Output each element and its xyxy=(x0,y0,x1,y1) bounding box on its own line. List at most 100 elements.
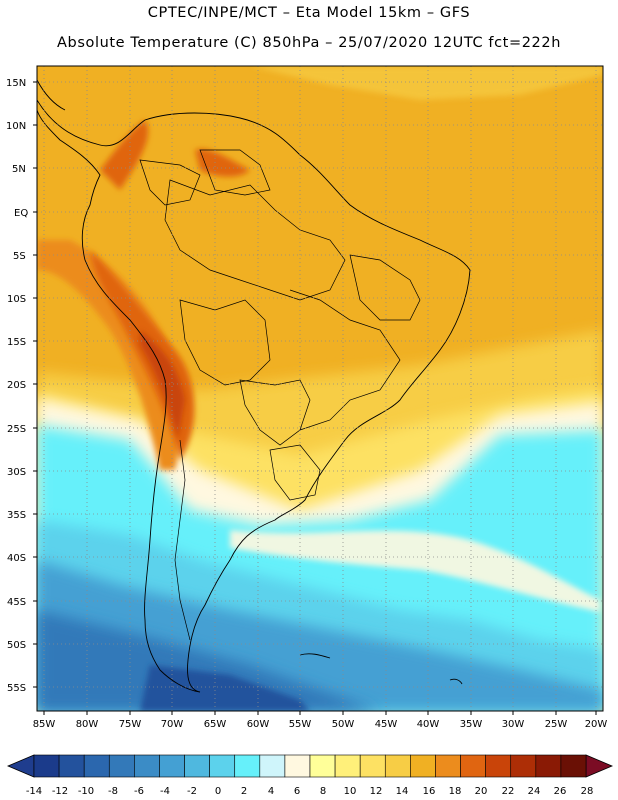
colorbar-box xyxy=(410,754,436,778)
colorbar-box xyxy=(33,754,60,778)
colorbar-box xyxy=(234,754,261,778)
colorbar-box xyxy=(384,754,411,778)
colorbar-box xyxy=(460,754,486,778)
border-amazon xyxy=(164,179,346,301)
colorbar-label: -10 xyxy=(78,786,94,797)
plot-frame xyxy=(36,65,604,712)
colorbar-label: 8 xyxy=(320,786,326,797)
lon-label: 55W xyxy=(289,719,312,730)
field-north-band xyxy=(37,66,603,100)
lon-label: 80W xyxy=(76,719,99,730)
field-andes-dark xyxy=(140,330,185,440)
lon-label: 45W xyxy=(375,719,398,730)
colorbar-label: 0 xyxy=(215,786,221,797)
colorbar-label: -2 xyxy=(187,786,197,797)
colorbar-label: -4 xyxy=(160,786,170,797)
central-america-coast xyxy=(37,79,66,111)
lat-label: 10N xyxy=(6,121,26,132)
lon-label: 65W xyxy=(204,719,227,730)
colorbar: -14 -12 -10 -8 -6 -4 -2 0 2 4 6 8 10 12 … xyxy=(6,754,614,797)
colorbar-label: 6 xyxy=(294,786,300,797)
colorbar-label: 22 xyxy=(502,786,515,797)
lat-label: 15S xyxy=(7,337,26,348)
colorbar-label: -6 xyxy=(134,786,144,797)
lat-label: 10S xyxy=(7,294,26,305)
lat-label: 45S xyxy=(7,597,26,608)
lat-label: 20S xyxy=(7,380,26,391)
lat-label: 30S xyxy=(7,467,26,478)
lon-label: 30W xyxy=(502,719,525,730)
colorbar-min-arrow xyxy=(6,754,35,778)
lat-label: 40S xyxy=(7,553,26,564)
colorbar-label: 18 xyxy=(449,786,462,797)
colorbar-box xyxy=(58,754,85,778)
lon-label: 85W xyxy=(33,719,56,730)
lat-label: 55S xyxy=(7,683,26,694)
longitude-labels: 85W 80W 75W 70W 65W 60W 55W 50W 45W 40W … xyxy=(33,719,608,730)
border-brazil-states xyxy=(289,289,401,431)
field-cream-streak xyxy=(230,530,600,612)
field-andes-orange xyxy=(37,240,183,470)
border-colombia xyxy=(139,159,201,206)
colorbar-box xyxy=(159,754,185,778)
lon-label: 50W xyxy=(332,719,355,730)
colorbar-label: 16 xyxy=(423,786,436,797)
colorbar-box xyxy=(510,754,537,778)
colorbar-label: -8 xyxy=(108,786,118,797)
border-chile-argentina xyxy=(174,439,191,641)
lon-label: 60W xyxy=(247,719,270,730)
colorbar-box xyxy=(108,754,135,778)
colorbar-box xyxy=(535,754,562,778)
colorbar-label: 14 xyxy=(396,786,409,797)
south-georgia-coast xyxy=(449,678,463,685)
colorbar-label: 10 xyxy=(344,786,357,797)
colorbar-box xyxy=(134,754,160,778)
colorbar-box xyxy=(209,754,236,778)
field-dark-blue xyxy=(140,665,310,711)
field-mid-blue xyxy=(37,610,380,711)
lat-label: 5S xyxy=(13,251,26,262)
coastlines xyxy=(37,79,471,693)
colorbar-box xyxy=(309,754,336,778)
colorbar-box xyxy=(435,754,461,778)
lon-label: 20W xyxy=(585,719,608,730)
lat-label: 15N xyxy=(6,78,26,89)
colorbar-label: 26 xyxy=(554,786,567,797)
lat-label: 25S xyxy=(7,424,26,435)
colorbar-labels: -14 -12 -10 -8 -6 -4 -2 0 2 4 6 8 10 12 … xyxy=(26,786,594,797)
field-venezuela-red xyxy=(195,149,250,177)
colorbar-box xyxy=(284,754,311,778)
lat-label: 35S xyxy=(7,510,26,521)
lon-label: 25W xyxy=(545,719,568,730)
border-uruguay xyxy=(269,444,321,501)
lon-label: 35W xyxy=(460,719,483,730)
lat-label: EQ xyxy=(14,208,28,219)
lat-label: 50S xyxy=(7,640,26,651)
field-colombia-red xyxy=(100,120,149,190)
border-bolivia xyxy=(179,299,271,386)
colorbar-label: 12 xyxy=(370,786,383,797)
lon-label: 70W xyxy=(161,719,184,730)
latitude-labels: 15N 10N 5N EQ 5S 10S 15S 20S 25S 30S 35S… xyxy=(6,78,28,694)
colorbar-max-arrow xyxy=(585,754,614,778)
colorbar-label: 2 xyxy=(241,786,247,797)
colorbar-label: 20 xyxy=(475,786,488,797)
temperature-field xyxy=(37,66,603,711)
colorbar-label: -14 xyxy=(26,786,42,797)
colorbar-label: 4 xyxy=(268,786,274,797)
lon-label: 75W xyxy=(119,719,142,730)
colorbar-label: 24 xyxy=(528,786,541,797)
colorbar-box xyxy=(83,754,110,778)
title-line-1: CPTEC/INPE/MCT – Eta Model 15km – GFS xyxy=(147,5,471,21)
colorbar-box xyxy=(560,754,587,778)
colorbar-box xyxy=(259,754,286,778)
lon-label: 40W xyxy=(417,719,440,730)
colorbar-box xyxy=(184,754,210,778)
lat-label: 5N xyxy=(12,164,26,175)
colorbar-box xyxy=(334,754,361,778)
continent-outline xyxy=(37,99,471,693)
colorbar-box xyxy=(485,754,512,778)
colorbar-boxes xyxy=(33,754,587,778)
colorbar-label: 28 xyxy=(581,786,594,797)
